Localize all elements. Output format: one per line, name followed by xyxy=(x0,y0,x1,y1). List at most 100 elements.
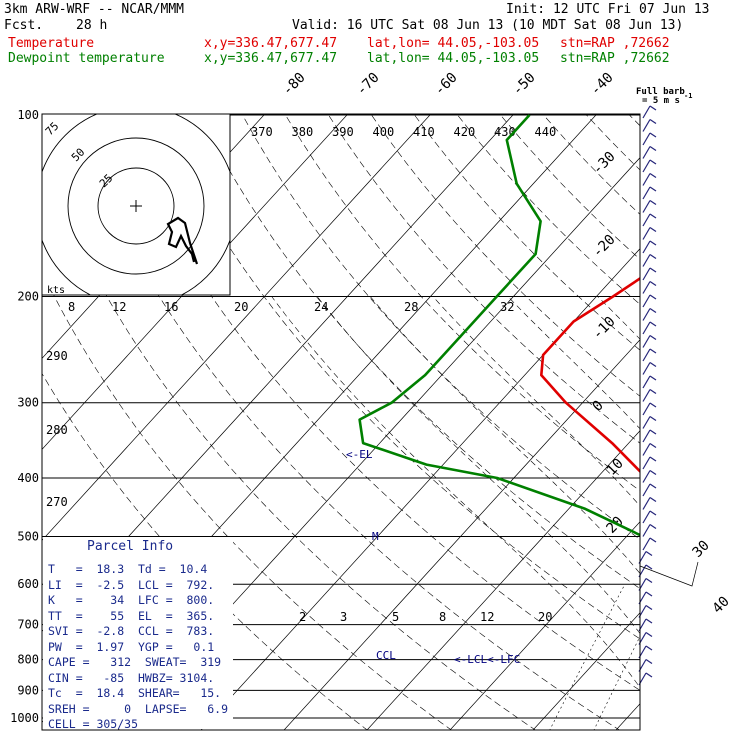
wind-barb-flag xyxy=(645,591,653,597)
dry-adiabat-line xyxy=(413,114,640,351)
barb-legend-unit: -1 xyxy=(684,92,692,100)
theta-label: 420 xyxy=(454,125,476,139)
wind-barb-shaft xyxy=(642,254,651,267)
wind-barb-flag xyxy=(645,605,653,610)
wind-barb-shaft xyxy=(642,456,651,470)
wind-barb-flag xyxy=(649,159,657,165)
temperature-tick-label: 30 xyxy=(690,538,713,561)
wind-barb-flag xyxy=(649,132,657,138)
wind-barb-flag xyxy=(649,200,657,205)
wind-barb-shaft xyxy=(642,321,651,335)
wind-barb-shaft xyxy=(642,510,651,524)
mixing-ratio-low-label: 8 xyxy=(439,610,446,624)
theta-side-label: 280 xyxy=(46,423,68,437)
wind-barb-shaft xyxy=(642,186,651,200)
wind-barb-flag xyxy=(649,119,657,124)
wind-barb-flag xyxy=(649,416,657,421)
temperature-xy: x,y=336.47,677.47 xyxy=(204,36,338,51)
parcel-info-row: PW = 1.97 YGP = 0.1 xyxy=(48,639,215,654)
wind-barb-flag xyxy=(649,524,657,529)
wind-barb-flag xyxy=(649,335,657,340)
wind-barb-shaft xyxy=(642,497,651,510)
wind-barb-shaft xyxy=(642,416,651,429)
wind-barb-shaft xyxy=(642,200,651,213)
theta-side-label: 270 xyxy=(46,495,68,509)
pressure-tick-label: 600 xyxy=(17,577,39,591)
pressure-tick-label: 400 xyxy=(17,471,39,485)
dry-adiabat-line xyxy=(698,57,740,731)
temperature-tick-label: -30 xyxy=(590,149,619,178)
valid-time: Valid: 16 UTC Sat 08 Jun 13 (10 MDT Sat … xyxy=(292,18,684,33)
wind-barb-flag xyxy=(649,267,657,273)
ccl-annotation: CCL xyxy=(376,649,396,662)
pressure-tick-label: 100 xyxy=(17,108,39,122)
temperature-tick-label: -50 xyxy=(510,70,539,99)
temperature-tick-label: 10 xyxy=(604,456,627,479)
dry-adiabat-line xyxy=(327,114,640,444)
parcel-info-row: CELL = 305/35 xyxy=(48,717,139,731)
temperature-profile xyxy=(540,276,640,474)
mixing-ratio-label: 24 xyxy=(314,300,328,314)
dewpoint-xy: x,y=336.47,677.47 xyxy=(204,51,338,66)
hodograph-ring xyxy=(97,167,175,245)
pressure-tick-label: 800 xyxy=(17,653,39,667)
wind-barb-flag xyxy=(649,213,657,219)
wind-barb-shaft xyxy=(642,294,651,308)
wind-barb-flag xyxy=(645,672,653,678)
parcel-info-row: K = 34 LFC = 800. xyxy=(48,593,215,607)
wind-barb-flag xyxy=(649,281,657,286)
mixing-ratio-label: 16 xyxy=(164,300,178,314)
isotherm-line xyxy=(283,339,640,730)
wind-barb-flag xyxy=(649,308,657,313)
wind-barb-flag xyxy=(649,294,657,300)
theta-label: 390 xyxy=(332,125,354,139)
wind-barb-shaft xyxy=(642,537,651,551)
wind-barb-flag xyxy=(649,429,657,435)
wind-barb-flag xyxy=(645,564,653,570)
moist-adiabat-line xyxy=(701,297,740,719)
isotherm-line xyxy=(42,114,432,541)
parcel-info-row: Tc = 18.4 SHEAR= 15. xyxy=(48,686,222,700)
wind-barb-flag xyxy=(645,578,653,583)
theta-label: 370 xyxy=(251,125,273,139)
dry-adiabat-line xyxy=(284,114,640,492)
temperature-tick-label: -80 xyxy=(280,70,309,99)
mixing-ratio-label: 8 xyxy=(68,300,75,314)
temperature-tick-label: -60 xyxy=(432,70,461,99)
parcel-info-row: CAPE = 312 SWEAT= 319 xyxy=(48,655,222,669)
mixing-ratio-low-label: 12 xyxy=(480,610,494,624)
hodograph-ring xyxy=(67,137,205,275)
parcel-info-rows: T = 18.3 Td = 10.4 LI = -2.5 LCL = 792. K … xyxy=(48,562,228,733)
parcel-info-panel: Parcel Info T = 18.3 Td = 10.4 LI = -2.5 … xyxy=(43,537,233,731)
wind-barb-shaft xyxy=(642,470,651,483)
wind-barb-shaft xyxy=(642,267,651,281)
wind-barb-shaft xyxy=(642,362,651,375)
dry-adiabat-line xyxy=(42,270,452,730)
wind-barb-shaft xyxy=(642,132,651,146)
dry-adiabat-line xyxy=(198,114,640,589)
wind-barb-flag xyxy=(649,348,657,354)
mixing-ratio-line xyxy=(593,635,640,730)
forecast-label: Fcst. xyxy=(4,18,44,33)
dry-adiabat-line xyxy=(657,57,740,731)
dry-adiabat-line xyxy=(155,114,640,640)
temperature-tick-label: -70 xyxy=(354,70,383,99)
wind-barb-shaft xyxy=(642,146,651,159)
temperature-tick-label: 40 xyxy=(710,594,733,617)
wind-barb-flag xyxy=(649,227,657,232)
pressure-tick-label: 900 xyxy=(17,683,39,697)
mixing-ratio-label: 32 xyxy=(500,300,514,314)
parcel-info-row: SVI = -2.8 CCL = 783. xyxy=(48,624,215,638)
moist-adiabat-line xyxy=(369,296,640,574)
wind-barb-flag xyxy=(649,443,657,448)
parcel-info-row: SREH = 0 LAPSE= 6.9 xyxy=(48,701,229,716)
wind-barb-flag xyxy=(645,659,653,664)
wind-barb-shaft xyxy=(642,443,651,456)
wind-barb-flag xyxy=(645,618,653,624)
dry-adiabat-line xyxy=(542,114,640,215)
wind-barb-flag xyxy=(649,510,657,516)
wind-barb-shaft xyxy=(642,524,651,537)
wind-barb-flag xyxy=(649,470,657,475)
theta-side-label: 290 xyxy=(46,349,68,363)
dewpoint-profile xyxy=(358,114,640,537)
